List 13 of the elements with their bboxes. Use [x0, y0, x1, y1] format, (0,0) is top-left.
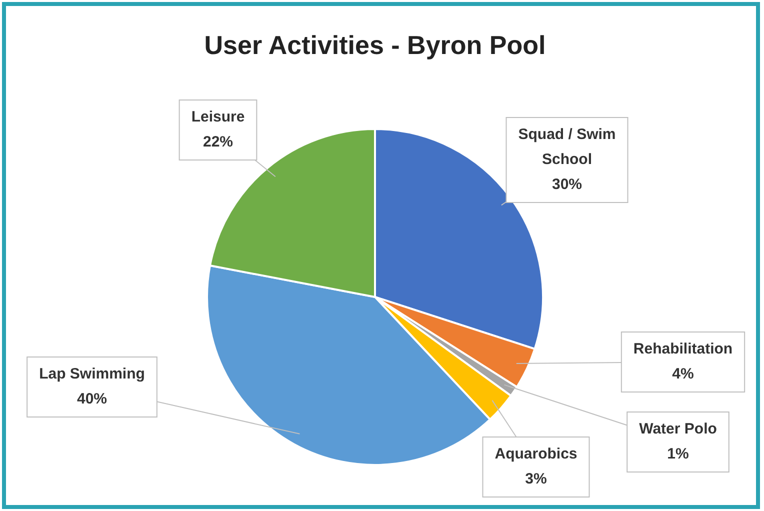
data-label: 40% [76, 390, 108, 408]
data-label: 3% [525, 470, 547, 488]
slice-label: Rehabilitation [633, 340, 733, 358]
data-label: 1% [667, 446, 689, 463]
data-label: 4% [672, 366, 694, 383]
slice-label: Squad / Swim School [518, 126, 616, 168]
slice-label: Water Polo [639, 420, 717, 438]
data-label: 22% [202, 134, 234, 151]
slice-label: Leisure [191, 108, 245, 126]
chart-title: User Activities - Byron Pool [203, 30, 547, 61]
data-label: 30% [552, 176, 582, 194]
slice-label: Lap Swimming [39, 366, 145, 383]
slice-label: Aquarobics [494, 446, 578, 463]
